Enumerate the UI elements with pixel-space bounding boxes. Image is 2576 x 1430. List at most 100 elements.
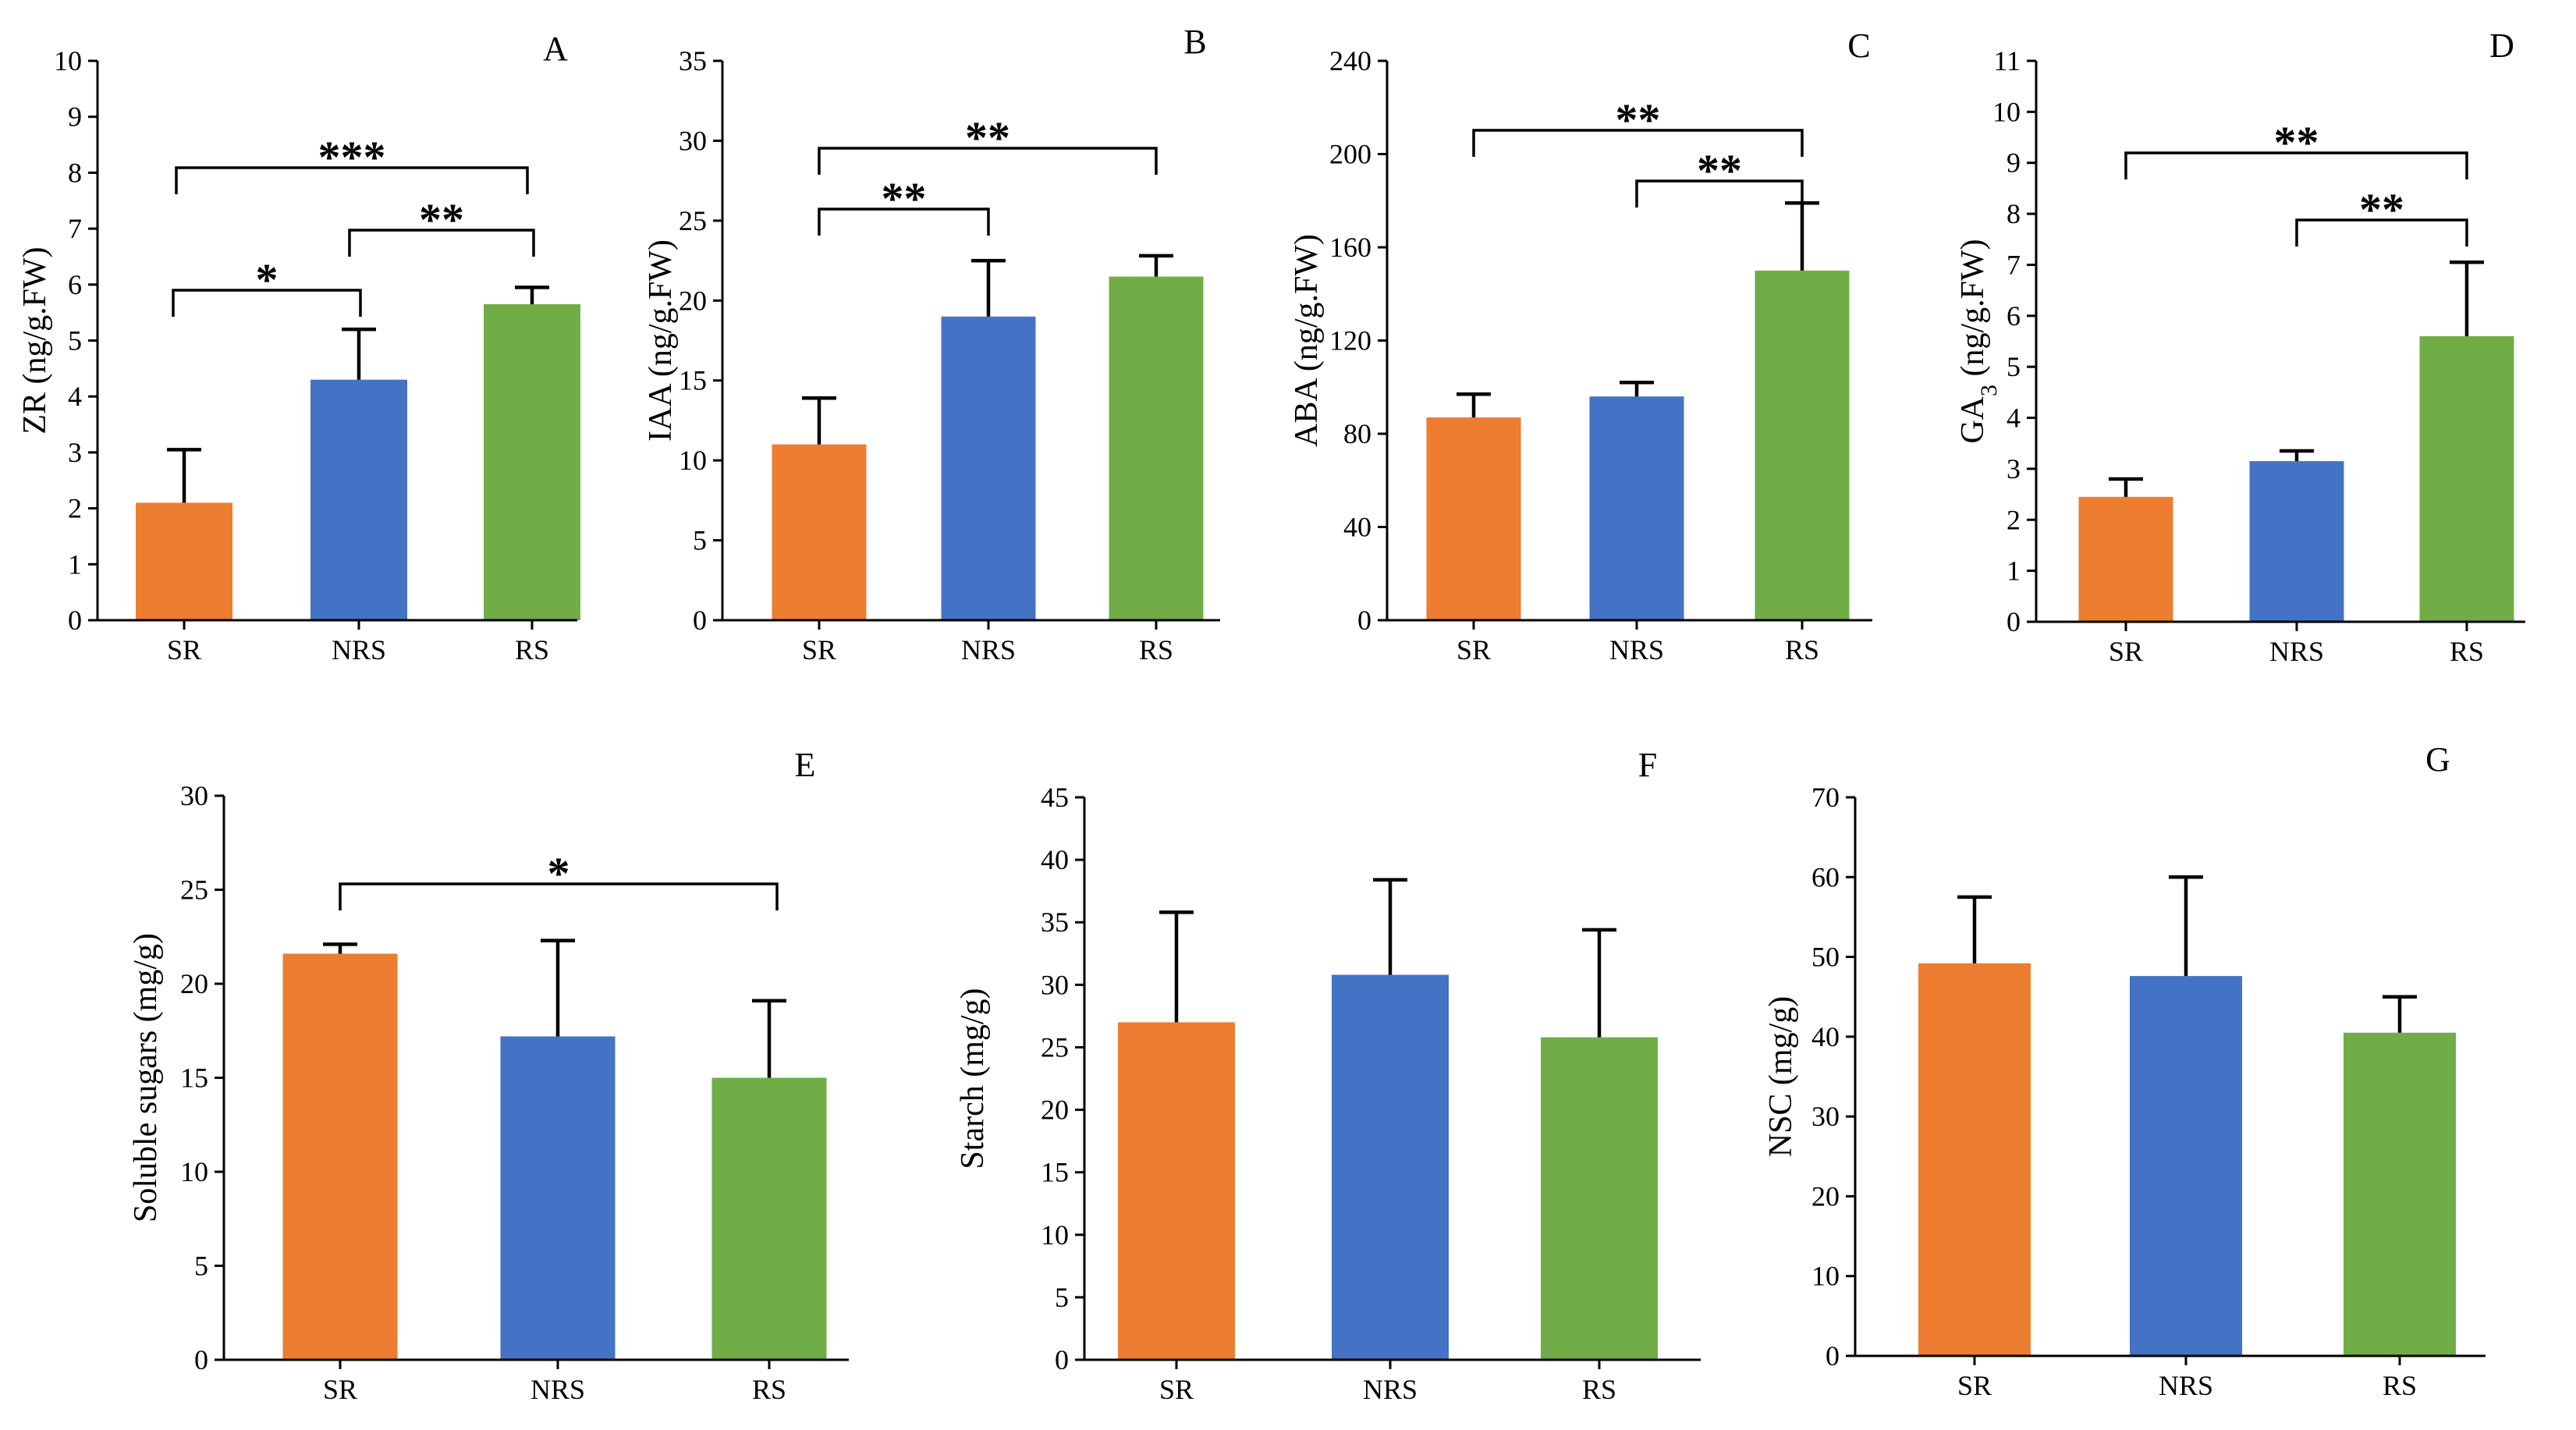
bar-e-rs — [711, 1077, 827, 1360]
significance-label-e: * — [548, 848, 570, 899]
significance-label-c: ** — [1697, 145, 1742, 196]
error-bar-g-sr — [1957, 895, 1992, 963]
y-axis-title-d: GA3 (ng/g.FW) — [1955, 239, 2002, 443]
bar-g-rs — [2344, 1032, 2456, 1356]
y-tick-label-c: 80 — [1343, 418, 1371, 449]
bar-e-sr — [282, 953, 398, 1360]
y-tick-label-g: 10 — [1811, 1261, 1840, 1292]
y-tick-label-d: 1 — [2007, 555, 2021, 587]
y-tick-label-c: 40 — [1343, 512, 1371, 543]
y-axis-title-c: ABA (ng/g.FW) — [1289, 234, 1325, 447]
significance-label-a: * — [256, 254, 279, 305]
bar-g-sr — [1918, 963, 2031, 1356]
x-tick-label-f-sr: SR — [1159, 1374, 1194, 1405]
bar-c-sr — [1426, 417, 1521, 620]
y-tick-label-f: 10 — [1041, 1219, 1069, 1251]
significance-bracket-d — [2295, 218, 2468, 247]
y-tick-label-d: 2 — [2007, 504, 2021, 535]
bar-b-rs — [1109, 276, 1204, 620]
y-tick-label-a: 2 — [68, 493, 82, 524]
bar-c-nrs — [1589, 396, 1684, 620]
x-tick-label-a-rs: RS — [515, 634, 549, 665]
x-tick-label-e-rs: RS — [752, 1374, 786, 1405]
y-tick-label-d: 9 — [2007, 147, 2021, 179]
y-tick-label-e: 0 — [194, 1344, 208, 1375]
error-bar-c-sr — [1457, 392, 1491, 418]
x-tick-label-f-rs: RS — [1582, 1374, 1616, 1405]
bar-f-sr — [1118, 1022, 1235, 1360]
error-bar-e-sr — [323, 942, 357, 954]
y-tick-label-a: 9 — [68, 101, 82, 133]
y-tick-label-a: 1 — [68, 548, 82, 580]
error-bar-f-rs — [1582, 928, 1616, 1038]
y-tick-label-d: 10 — [1992, 96, 2021, 127]
x-tick-label-g-nrs: NRS — [2159, 1370, 2213, 1401]
error-bar-d-nrs — [2280, 449, 2314, 462]
panel-letter-d: D — [2489, 27, 2514, 65]
error-bar-a-sr — [167, 448, 201, 503]
bar-d-sr — [2078, 496, 2173, 622]
x-tick-label-g-rs: RS — [2383, 1370, 2417, 1401]
y-tick-label-e: 20 — [180, 968, 208, 999]
bar-e-nrs — [500, 1036, 616, 1360]
significance-bracket-a — [175, 166, 529, 194]
y-tick-label-a: 0 — [68, 605, 82, 636]
bar-d-nrs — [2249, 461, 2344, 622]
y-tick-label-e: 30 — [180, 780, 208, 811]
y-axis-title-a: ZR (ng/g.FW) — [17, 247, 53, 434]
x-tick-label-b-rs: RS — [1139, 634, 1173, 665]
error-bar-g-nrs — [2169, 875, 2203, 977]
significance-label-a: ** — [419, 194, 464, 245]
y-tick-label-f: 5 — [1055, 1282, 1069, 1313]
panel-e: 0 5 10 15 20 25 30 SR NRS RS Soluble sugars (mg/g)… — [128, 746, 849, 1405]
y-axis-title-g: NSC (mg/g) — [1763, 996, 1799, 1158]
y-tick-label-d: 3 — [2007, 453, 2021, 484]
significance-bracket-b — [818, 208, 990, 236]
panel-letter-b: B — [1183, 23, 1206, 61]
panel-letter-c: C — [1847, 27, 1870, 65]
y-tick-label-f: 40 — [1041, 844, 1069, 875]
error-bar-d-rs — [2450, 260, 2484, 336]
y-tick-label-d: 6 — [2007, 300, 2021, 332]
bar-c-rs — [1755, 270, 1850, 620]
significance-bracket-c — [1472, 129, 1804, 157]
x-tick-label-d-sr: SR — [2109, 636, 2143, 667]
panel-f: 0 5 10 15 20 25 30 35 40 45 SR NRS RS Starch (mg/g) F — [955, 746, 1701, 1405]
x-tick-label-d-rs: RS — [2450, 636, 2484, 667]
x-tick-label-e-nrs: NRS — [530, 1374, 585, 1405]
y-tick-label-c: 160 — [1329, 232, 1371, 263]
significance-label-b: ** — [965, 112, 1010, 163]
y-axis-title-b: IAA (ng/g.FW) — [643, 240, 679, 442]
y-tick-label-d: 11 — [1993, 45, 2021, 76]
significance-label-a: *** — [318, 132, 386, 183]
y-tick-label-e: 25 — [180, 875, 208, 906]
y-tick-label-a: 10 — [54, 45, 82, 76]
x-tick-label-d-nrs: NRS — [2269, 636, 2324, 667]
x-tick-label-b-nrs: NRS — [961, 634, 1016, 665]
bar-b-sr — [772, 444, 867, 620]
bar-f-nrs — [1332, 974, 1449, 1360]
bar-b-nrs — [941, 316, 1036, 620]
y-tick-label-d: 5 — [2007, 351, 2021, 382]
y-tick-label-e: 5 — [194, 1251, 208, 1282]
y-tick-label-c: 240 — [1329, 45, 1371, 76]
error-bar-c-nrs — [1620, 381, 1654, 397]
y-tick-label-d: 4 — [2007, 403, 2021, 434]
y-tick-label-e: 10 — [180, 1156, 208, 1187]
y-tick-label-a: 5 — [68, 325, 82, 357]
y-tick-label-d: 0 — [2007, 606, 2021, 637]
y-tick-label-g: 40 — [1811, 1021, 1840, 1052]
error-bar-a-nrs — [342, 327, 376, 380]
panel-letter-e: E — [795, 746, 816, 784]
y-tick-label-f: 35 — [1041, 907, 1069, 938]
error-bar-a-rs — [515, 286, 549, 304]
bar-d-rs — [2419, 335, 2514, 622]
y-tick-label-f: 20 — [1041, 1095, 1069, 1126]
significance-label-c: ** — [1616, 94, 1661, 145]
significance-label-d: ** — [2274, 117, 2319, 168]
x-tick-label-c-rs: RS — [1785, 634, 1819, 665]
y-axis-title-e: Soluble sugars (mg/g) — [128, 933, 164, 1222]
x-tick-label-b-sr: SR — [802, 634, 836, 665]
y-tick-label-a: 3 — [68, 437, 82, 468]
